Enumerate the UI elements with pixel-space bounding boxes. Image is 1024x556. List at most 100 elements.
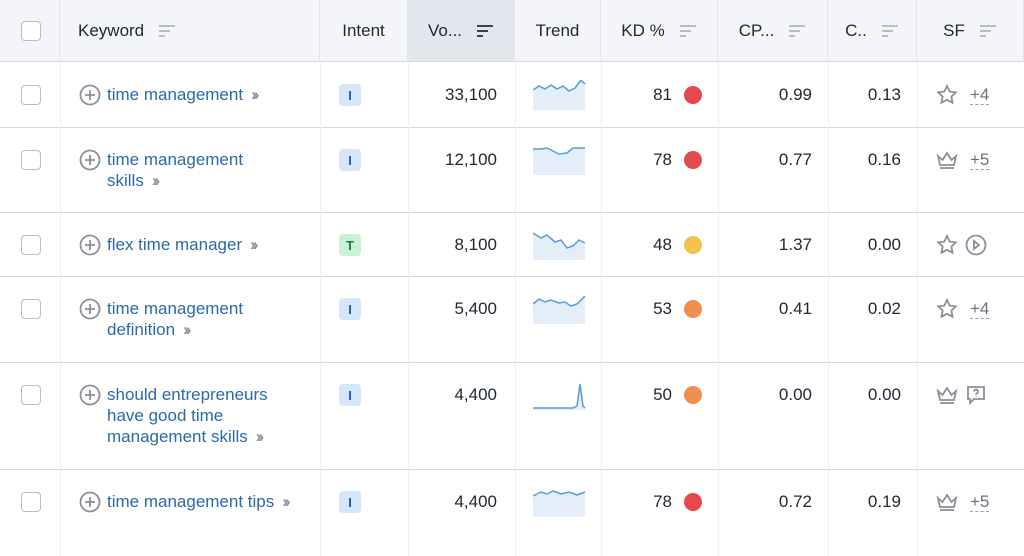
checkbox[interactable] [21, 299, 41, 319]
volume: 4,400 [454, 492, 497, 511]
serp-feature-more[interactable]: +4 [970, 299, 990, 319]
table-row: time management ›› I 33,100 81 0.99 0.13 +4 [0, 62, 1024, 128]
header-label: Keyword [78, 20, 145, 40]
competition: 0.13 [867, 85, 901, 104]
column-divider [917, 62, 918, 556]
checkbox[interactable] [21, 85, 41, 105]
header-label: SF [943, 20, 965, 40]
column-header[interactable]: Intent [320, 0, 408, 62]
volume: 4,400 [454, 385, 497, 404]
kd-value: 81 [653, 85, 672, 104]
keyword-text: time management definition [107, 299, 244, 339]
kd-dot [684, 236, 702, 254]
chevron-icon: ›› [255, 427, 265, 446]
checkbox[interactable] [21, 385, 41, 405]
table-row: time management definition ›› I 5,400 53 0.41… [0, 276, 1024, 363]
serp-feature-more[interactable]: +5 [970, 150, 990, 170]
trend-sparkline [533, 380, 587, 415]
intent-badge: I [339, 491, 361, 513]
checkbox[interactable] [21, 492, 41, 512]
column-header[interactable]: CP... [718, 0, 828, 62]
column-header[interactable]: Keyword [60, 0, 320, 62]
keyword-link[interactable]: flex time manager ›› [107, 234, 297, 255]
kd-dot [684, 300, 702, 318]
keyword-text: time management [107, 85, 244, 104]
add-keyword-icon [78, 233, 102, 257]
chevron-icon: ›› [183, 320, 192, 339]
intent-badge: T [339, 234, 361, 256]
intent-badge: I [339, 149, 361, 171]
header-checkbox-cell [0, 0, 60, 62]
kd-dot [684, 86, 702, 104]
competition: 0.00 [867, 385, 901, 404]
column-header[interactable]: Vo... [408, 0, 515, 62]
sort-icon[interactable] [788, 24, 806, 38]
cpc: 1.37 [778, 235, 812, 254]
trend-sparkline [532, 294, 587, 329]
trend-sparkline [532, 487, 587, 522]
column-divider [408, 62, 409, 556]
keyword-link[interactable]: time management definition ›› [107, 298, 297, 340]
sort-icon[interactable] [476, 24, 494, 38]
serp-feature-icon [935, 233, 959, 257]
column-header[interactable]: KD % [601, 0, 718, 62]
cpc: 0.00 [778, 385, 812, 404]
checkbox[interactable] [21, 235, 41, 255]
table-row: time management skills ›› I 12,100 78 0.77 0.1… [0, 127, 1024, 213]
chevron-icon: ›› [251, 85, 260, 104]
cpc: 0.72 [778, 492, 812, 511]
chevron-icon: ›› [151, 171, 161, 190]
keyword-text: should entrepreneurs have good time mana… [107, 385, 268, 446]
cpc: 0.77 [778, 150, 812, 169]
volume: 8,100 [454, 235, 497, 254]
header-label: Vo... [427, 20, 463, 40]
kd-value: 78 [653, 150, 672, 169]
column-header[interactable]: Trend [515, 0, 601, 62]
keyword-link[interactable]: time management tips ›› [107, 491, 297, 512]
serp-feature-more[interactable]: +4 [970, 85, 990, 105]
add-keyword-icon [78, 83, 102, 107]
serp-feature-icon [935, 148, 959, 172]
competition: 0.02 [867, 299, 901, 318]
serp-feature-icon [935, 297, 959, 321]
sort-icon[interactable] [679, 24, 697, 38]
keyword-link[interactable]: should entrepreneurs have good time mana… [107, 384, 297, 447]
sort-icon[interactable] [979, 24, 997, 38]
add-keyword-icon [78, 383, 102, 407]
serp-feature-icon [935, 83, 959, 107]
serp-feature-more[interactable]: +5 [970, 492, 990, 512]
sort-icon[interactable] [158, 24, 176, 38]
header-label: CP... [738, 20, 775, 40]
column-divider [320, 62, 321, 556]
column-divider [60, 62, 61, 556]
competition: 0.00 [867, 235, 901, 254]
column-header[interactable]: C.. [828, 0, 917, 62]
kd-value: 50 [653, 385, 672, 404]
trend-sparkline [532, 78, 587, 115]
competition: 0.16 [867, 150, 901, 169]
column-header[interactable]: SF [917, 0, 1024, 62]
add-keyword-icon [78, 297, 102, 321]
header-label: KD % [621, 20, 665, 40]
table-row: flex time manager ›› T 8,100 48 1.37 0.00 [0, 212, 1024, 277]
column-divider [601, 62, 602, 556]
add-keyword-icon [78, 490, 102, 514]
cpc: 0.99 [778, 85, 812, 104]
keyword-link[interactable]: time management ›› [107, 84, 297, 105]
serp-feature-icon [935, 490, 959, 514]
keyword-link[interactable]: time management skills ›› [107, 149, 297, 191]
trend-sparkline [533, 145, 587, 180]
intent-badge: I [339, 84, 361, 106]
volume: 33,100 [445, 85, 497, 104]
sort-icon[interactable] [881, 24, 899, 38]
kd-value: 48 [653, 235, 672, 254]
checkbox[interactable] [21, 150, 41, 170]
kd-value: 78 [653, 492, 672, 511]
intent-badge: I [339, 298, 361, 320]
column-divider [828, 62, 829, 556]
checkbox[interactable] [21, 21, 41, 41]
volume: 5,400 [454, 299, 497, 318]
chevron-icon: ›› [250, 235, 259, 254]
intent-badge: I [339, 384, 361, 406]
serp-feature-icon [964, 383, 988, 407]
